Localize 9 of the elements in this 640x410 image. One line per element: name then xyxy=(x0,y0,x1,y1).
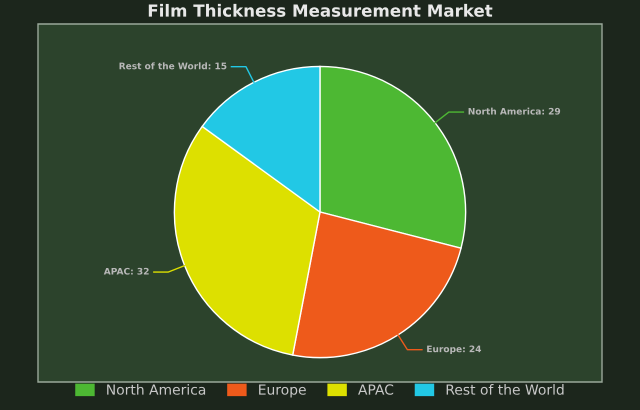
legend-label: Europe xyxy=(259,384,306,398)
data-label: North America: 29 xyxy=(468,108,560,115)
legend-label: APAC xyxy=(358,384,394,395)
legend-label: North America xyxy=(107,384,206,395)
chart-title: Film Thickness Measurement Market xyxy=(148,4,492,17)
data-label: APAC: 32 xyxy=(104,268,149,275)
data-label: Europe: 24 xyxy=(427,345,482,354)
legend-label: Rest of the World xyxy=(446,384,564,395)
data-label: Rest of the World: 15 xyxy=(120,62,226,70)
